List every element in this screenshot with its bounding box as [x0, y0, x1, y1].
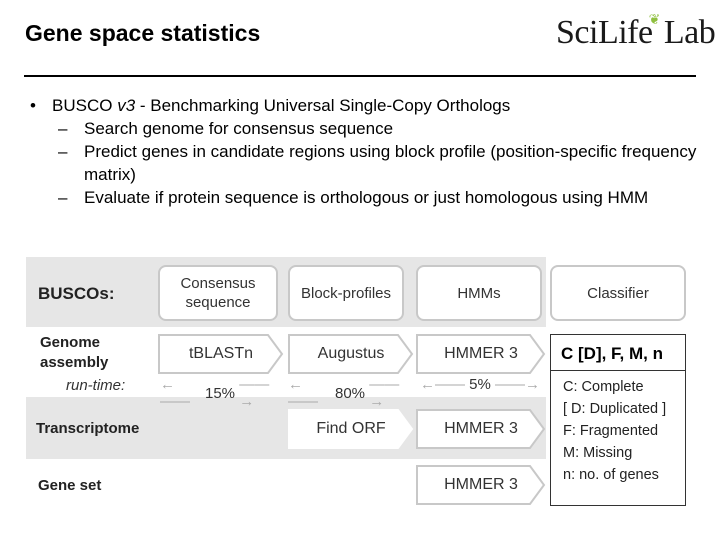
result-heading: C [D], F, M, n [551, 335, 685, 371]
sub-bullet-text: Evaluate if protein sequence is ortholog… [84, 188, 649, 207]
row-label-transcriptome: Transcriptome [36, 420, 140, 437]
row-label-genome: Genome assembly [40, 334, 109, 371]
column-consensus-sequence: Consensus sequence [158, 265, 278, 321]
row-label-runtime: run-time: [66, 377, 126, 394]
row-label-geneset: Gene set [38, 477, 102, 494]
runtime-value: 80% [334, 384, 366, 402]
column-hmms: HMMs [416, 265, 542, 321]
runtime-value: 5% [469, 376, 491, 393]
step-hmmer-genome: HMMER 3 [416, 334, 546, 374]
step-label: HMMER 3 [444, 345, 518, 362]
bullet-busco: • BUSCO v3 - Benchmarking Universal Sing… [30, 94, 700, 117]
scilifelab-logo: SciLife❦ Lab [556, 13, 716, 52]
result-line: M: Missing [563, 445, 633, 461]
logo-text-sci: Sci [556, 14, 598, 51]
leaf-icon: ❦ [648, 13, 661, 28]
bullet-list: • BUSCO v3 - Benchmarking Universal Sing… [30, 94, 700, 209]
title-divider [24, 75, 696, 77]
step-hmmer-transcriptome: HMMER 3 [416, 409, 546, 449]
result-line: [ D: Duplicated ] [563, 401, 667, 417]
row-label-buscos: BUSCOs: [38, 284, 115, 303]
bullet-text: BUSCO [52, 96, 118, 115]
busco-pipeline-diagram: BUSCOs: Genome assembly run-time: Transc… [26, 257, 698, 517]
logo-text-lab: Lab [663, 14, 716, 51]
runtime-augustus: ←—— 80% ——→ [288, 376, 400, 410]
logo-text-life: Life [597, 14, 653, 51]
result-line: F: Fragmented [563, 423, 659, 439]
step-tblastn: tBLASTn [158, 334, 284, 374]
sub-bullet: – Predict genes in candidate regions usin… [58, 142, 697, 184]
step-label: HMMER 3 [444, 476, 518, 493]
column-classifier: Classifier [550, 265, 686, 321]
runtime-value: 15% [204, 384, 236, 402]
step-label: Find ORF [316, 420, 386, 437]
step-label: tBLASTn [188, 345, 254, 362]
step-hmmer-geneset: HMMER 3 [416, 465, 546, 505]
result-line: n: no. of genes [563, 467, 659, 483]
step-augustus: Augustus [288, 334, 414, 374]
result-line: C: Complete [563, 379, 644, 395]
runtime-tblastn: ←—— 15% ——→ [160, 376, 270, 410]
sub-bullet: – Search genome for consensus sequence [58, 119, 394, 138]
step-find-orf: Find ORF [288, 409, 414, 449]
step-label: Augustus [317, 345, 385, 362]
sub-bullet-text: Search genome for consensus sequence [84, 119, 394, 138]
bullet-dot: • [30, 96, 36, 115]
step-label: HMMER 3 [444, 420, 518, 437]
sub-bullet-text: Predict genes in candidate regions using… [84, 142, 697, 184]
column-block-profiles: Block-profiles [288, 265, 404, 321]
runtime-hmmer: ←—— 5% ——→ [419, 376, 541, 393]
bullet-text-rest: - Benchmarking Universal Single-Copy Ort… [135, 96, 511, 115]
sub-bullet: – Evaluate if protein sequence is ortholo… [58, 188, 649, 207]
busco-version: v3 [117, 96, 136, 115]
page-title: Gene space statistics [25, 20, 261, 46]
classifier-result-box: C [D], F, M, n C: Complete [ D: Duplicat… [550, 334, 686, 506]
